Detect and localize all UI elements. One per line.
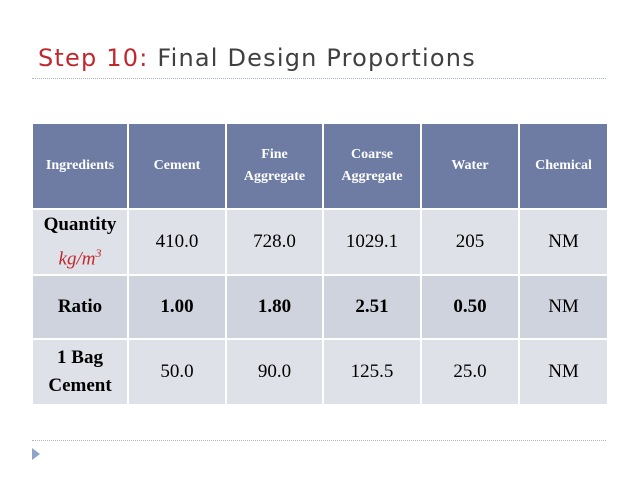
header-coarse-aggregate: Coarse Aggregate <box>322 122 422 210</box>
quantity-fine-aggregate: 728.0 <box>225 208 324 276</box>
quantity-unit: kg/m3 <box>33 239 127 273</box>
header-ingredients: Ingredients <box>31 122 129 210</box>
header-water: Water <box>420 122 520 210</box>
title-divider <box>32 78 606 79</box>
bag-chemical: NM <box>518 338 609 406</box>
bag-cement: 50.0 <box>127 338 227 406</box>
ratio-chemical: NM <box>518 274 609 340</box>
header-fine-aggregate: Fine Aggregate <box>225 122 324 210</box>
header-cement: Cement <box>127 122 227 210</box>
row-label-ratio: Ratio <box>31 274 129 340</box>
table-row-ratio: Ratio 1.00 1.80 2.51 0.50 NM <box>31 274 609 340</box>
table-header-row: Ingredients Cement Fine Aggregate Coarse… <box>31 122 609 210</box>
bag-water: 25.0 <box>420 338 520 406</box>
quantity-coarse-aggregate: 1029.1 <box>322 208 422 276</box>
quantity-water: 205 <box>420 208 520 276</box>
ratio-cement: 1.00 <box>127 274 227 340</box>
bag-fine-aggregate: 90.0 <box>225 338 324 406</box>
proportions-table: Ingredients Cement Fine Aggregate Coarse… <box>31 122 609 406</box>
quantity-unit-exponent: 3 <box>95 245 102 260</box>
table-row-one-bag: 1 Bag Cement 50.0 90.0 125.5 25.0 NM <box>31 338 609 406</box>
bullet-triangle-icon <box>32 448 40 460</box>
slide-title-step: Step 10: <box>38 44 149 72</box>
quantity-unit-base: kg/m <box>58 248 96 270</box>
bag-coarse-aggregate: 125.5 <box>322 338 422 406</box>
ratio-fine-aggregate: 1.80 <box>225 274 324 340</box>
slide-title: Step 10: Final Design Proportions <box>38 44 476 76</box>
table-row-quantity: Quantity kg/m3 410.0 728.0 1029.1 205 NM <box>31 208 609 276</box>
row-label-quantity: Quantity kg/m3 <box>31 208 129 276</box>
ratio-coarse-aggregate: 2.51 <box>322 274 422 340</box>
ratio-water: 0.50 <box>420 274 520 340</box>
header-chemical: Chemical <box>518 122 609 210</box>
quantity-cement: 410.0 <box>127 208 227 276</box>
quantity-chemical: NM <box>518 208 609 276</box>
footer-divider <box>32 440 606 441</box>
slide-title-text: Final Design Proportions <box>157 44 476 72</box>
quantity-label: Quantity <box>43 213 117 235</box>
row-label-one-bag-cement: 1 Bag Cement <box>31 338 129 406</box>
